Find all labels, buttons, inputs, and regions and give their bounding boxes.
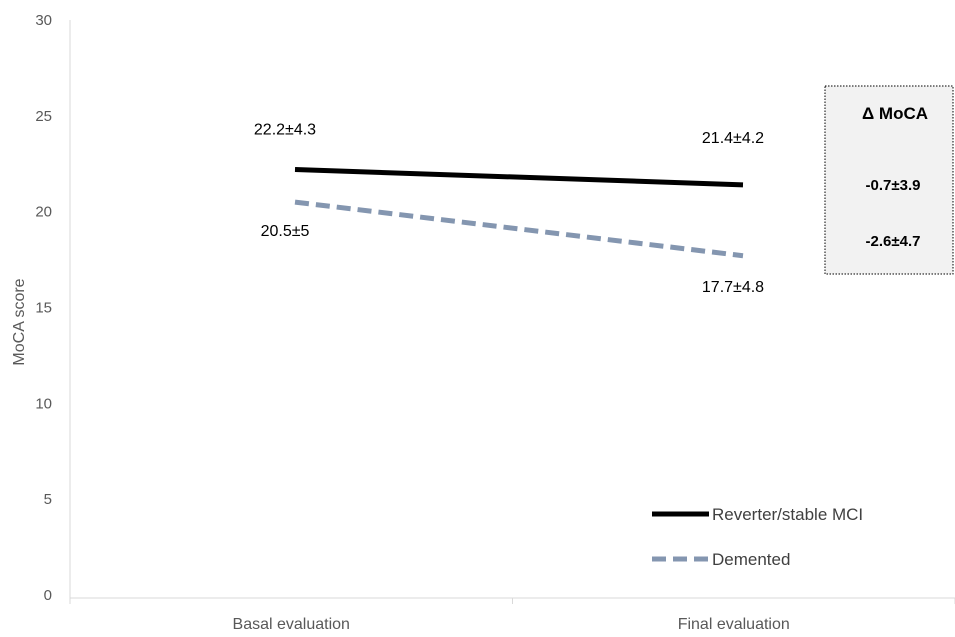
data-labels: 22.2±4.3 21.4±4.2 20.5±5 17.7±4.8 xyxy=(254,122,764,296)
delta-moca-box: Δ MoCA -0.7±3.9 -2.6±4.7 xyxy=(824,85,954,275)
legend-label-reverter: Reverter/stable MCI xyxy=(712,505,863,524)
delta-box-frame xyxy=(824,85,954,275)
legend-label-demented: Demented xyxy=(712,550,790,569)
delta-value-reverter: -0.7±3.9 xyxy=(866,177,921,194)
data-label: 22.2±4.3 xyxy=(254,122,316,139)
legend: Reverter/stable MCI Demented xyxy=(652,505,863,569)
delta-box-title: Δ MoCA xyxy=(862,104,928,123)
series-layer xyxy=(294,167,744,259)
y-tick-label: 20 xyxy=(35,204,52,221)
y-tick-label: 15 xyxy=(35,300,52,317)
y-tick-label: 25 xyxy=(35,108,52,125)
data-label: 20.5±5 xyxy=(261,223,310,240)
x-axis-ticks: Basal evaluation Final evaluation xyxy=(69,598,955,633)
y-axis-ticks: 0 5 10 15 20 25 30 xyxy=(35,12,52,604)
x-tick-label: Final evaluation xyxy=(678,616,790,633)
y-tick-label: 5 xyxy=(44,491,52,508)
series-line-reverter xyxy=(294,167,744,188)
y-tick-label: 0 xyxy=(44,587,52,604)
y-axis-title: MoCA score xyxy=(11,278,28,365)
delta-value-demented: -2.6±4.7 xyxy=(866,233,921,250)
y-tick-label: 10 xyxy=(35,395,52,412)
data-label: 21.4±4.2 xyxy=(702,130,764,147)
y-tick-label: 30 xyxy=(35,12,52,29)
series-line-demented xyxy=(294,199,744,259)
x-tick-label: Basal evaluation xyxy=(233,616,350,633)
data-label: 17.7±4.8 xyxy=(702,279,764,296)
